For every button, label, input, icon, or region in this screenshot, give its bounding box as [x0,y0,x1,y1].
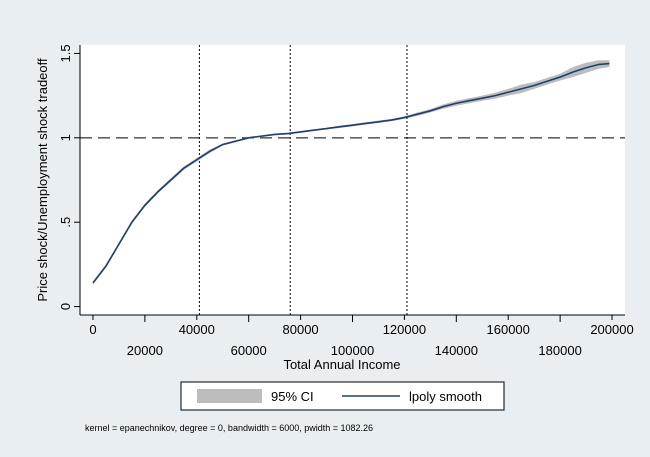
legend-line-label: lpoly smooth [409,389,482,404]
plot-layer [80,45,625,315]
legend-ci-swatch [197,389,262,403]
x-tick-label: 0 [89,322,96,337]
x-tick-label: 80000 [283,322,319,337]
y-tick-label: .5 [58,217,73,228]
x-axis-label: Total Annual Income [283,357,400,372]
x-tick-label: 120000 [383,322,426,337]
lpoly-smooth-line [92,62,610,284]
legend: 95% CI lpoly smooth [180,381,505,411]
axes-layer: 0 .5 1 1.5 0 40000 80000 120000 160000 200000 2000… [58,44,634,358]
x-tick-label: 180000 [538,343,581,358]
x-tick-label: 200000 [590,322,633,337]
x-tick-label: 60000 [231,343,267,358]
x-tick-label: 20000 [127,343,163,358]
y-tick-label: 1.5 [58,44,73,62]
y-axis-label: Price shock/Unemployment shock tradeoff [35,58,50,302]
legend-ci-label: 95% CI [271,389,314,404]
method-note: kernel = epanechnikov, degree = 0, bandw… [85,423,373,433]
x-tick-label: 40000 [179,322,215,337]
y-tick-label: 0 [58,303,73,310]
x-tick-label: 140000 [435,343,478,358]
x-tick-label: 160000 [487,322,530,337]
x-tick-label: 100000 [331,343,374,358]
y-tick-label: 1 [58,134,73,141]
